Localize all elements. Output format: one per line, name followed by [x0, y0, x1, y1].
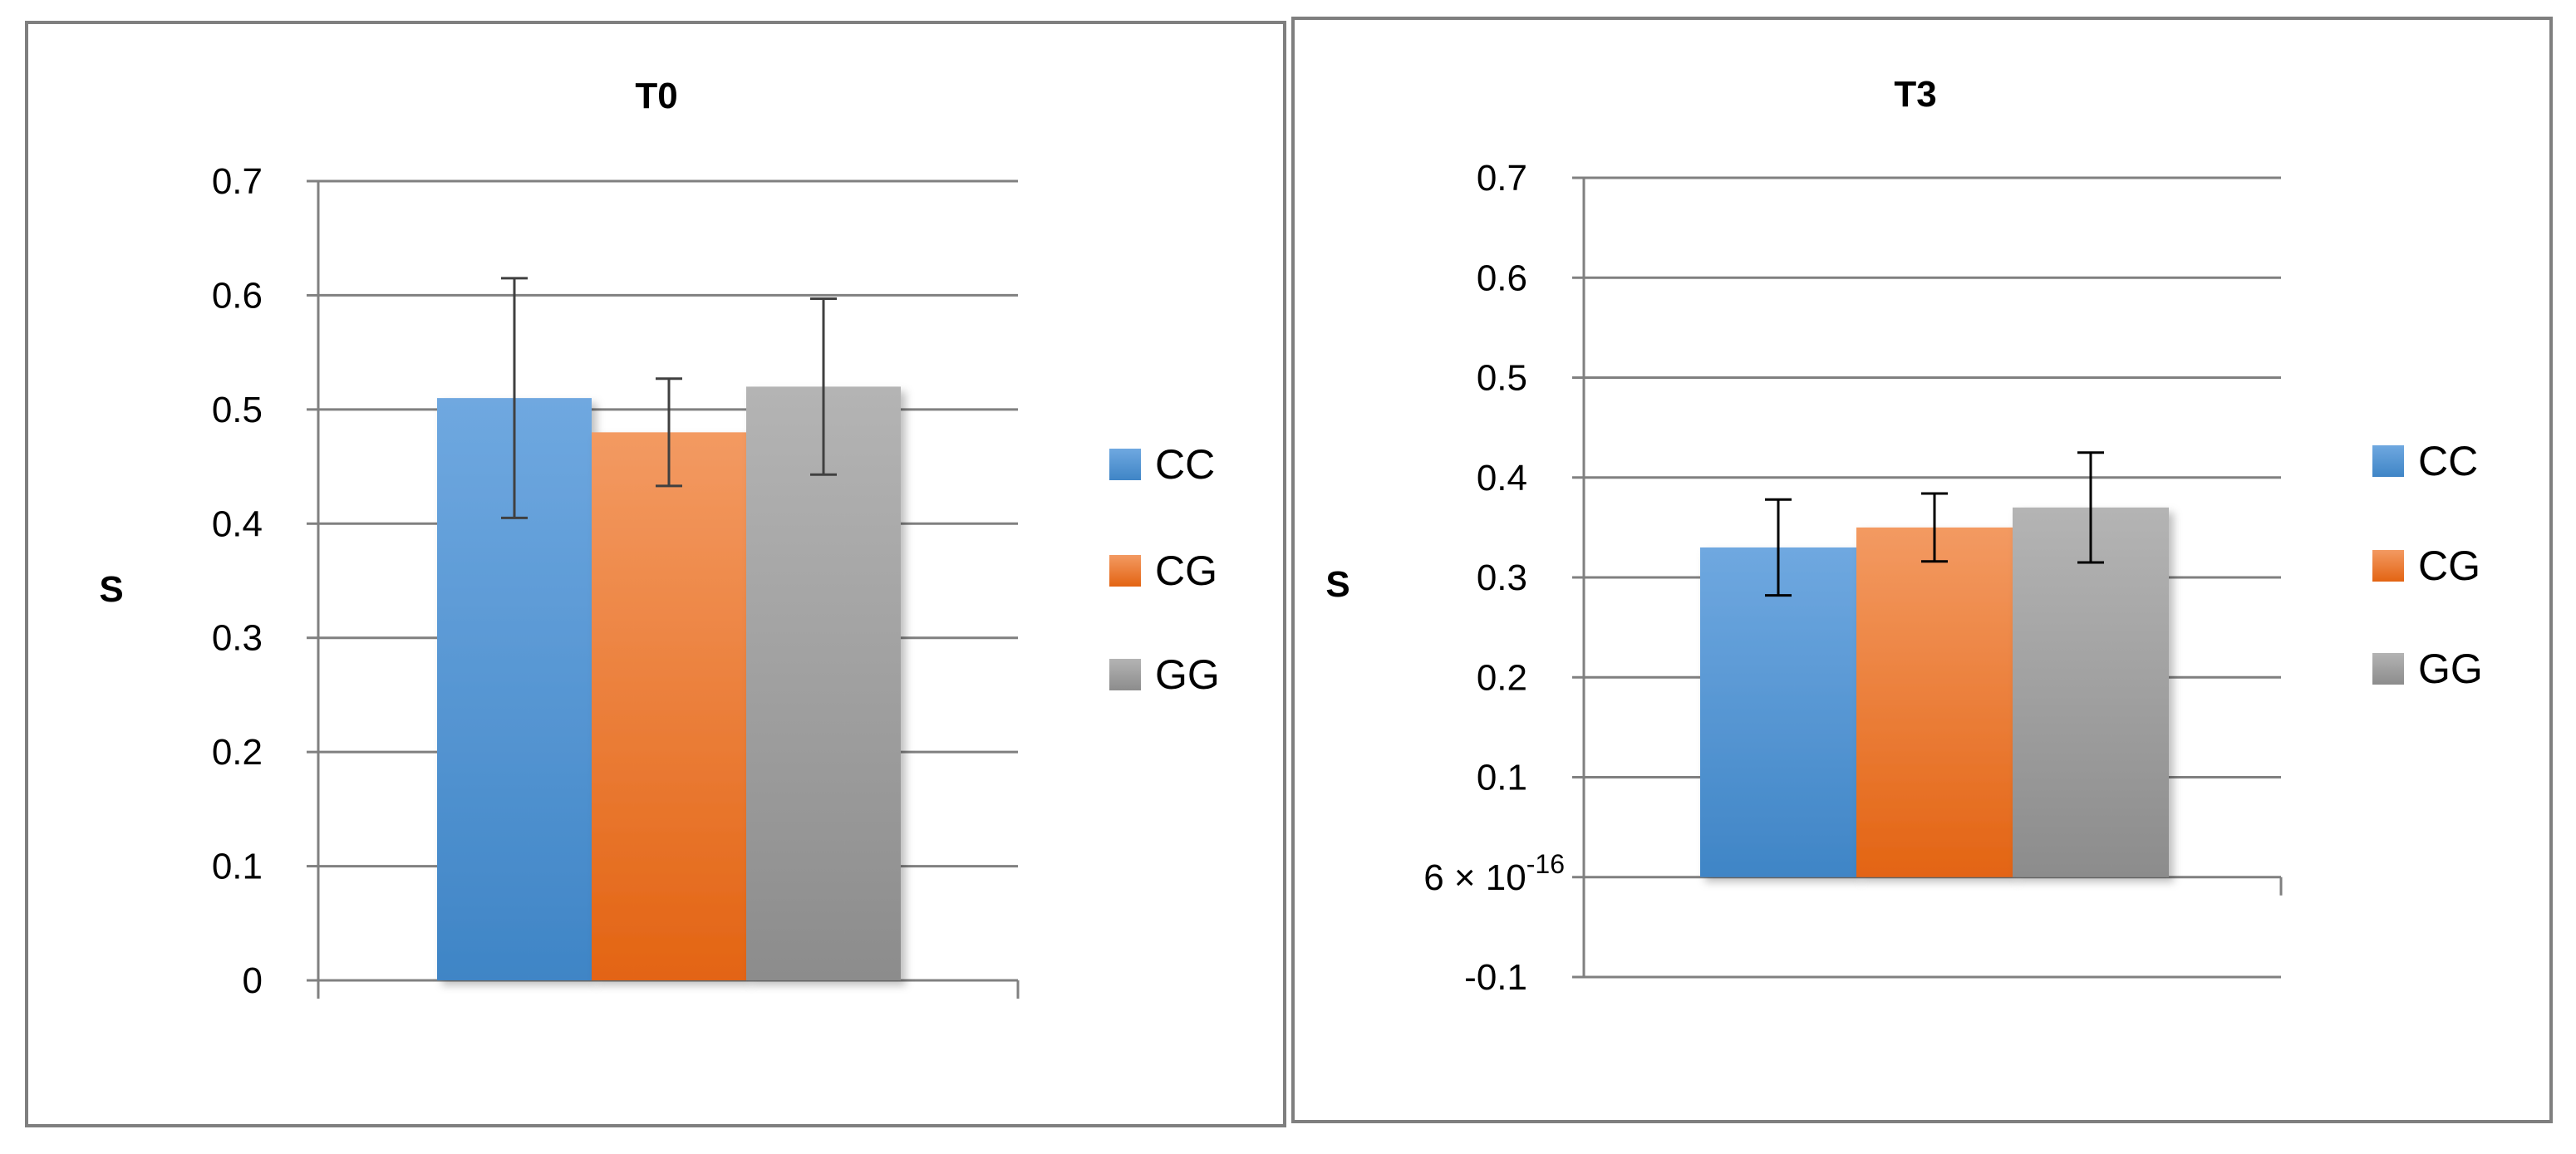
bars: [437, 386, 901, 981]
y-tick-label: 0.1: [1477, 758, 1527, 798]
y-tick-label: 0.2: [212, 732, 263, 773]
legend-swatch-gg: [1109, 659, 1141, 690]
legend-label-cg: CG: [1155, 548, 1217, 594]
legend-swatch-cc: [2372, 445, 2404, 477]
bar-gg: [746, 386, 901, 980]
y-tick-label: 0.1: [212, 847, 263, 887]
legend-swatch-gg: [2372, 653, 2404, 685]
bars: [1700, 507, 2169, 877]
legend: CC CG GG: [2372, 438, 2483, 692]
legend-swatch-cg: [2372, 550, 2404, 582]
error-bars: [501, 277, 837, 519]
legend-label-cc: CC: [2418, 438, 2478, 484]
y-tick-label: 0.6: [212, 275, 263, 316]
legend-label-cc: CC: [1155, 441, 1215, 488]
legend-swatch-cc: [1109, 449, 1141, 480]
y-tick-label: 0.7: [212, 161, 263, 202]
y-tick-label: 0.3: [212, 618, 263, 659]
chart-title: T0: [635, 76, 677, 116]
error-bars: [1765, 451, 2104, 597]
legend: CC CG GG: [1109, 441, 1220, 698]
chart-panel-t0: T0 S 0 0.1 0.2 0.3 0.4 0.5 0.6 0.7 CC CG GG: [25, 21, 1286, 1127]
y-axis-label: S: [1325, 564, 1349, 605]
legend-label-cg: CG: [2418, 543, 2480, 589]
y-tick-label: 0.4: [1477, 458, 1527, 498]
y-tick-label: 0.6: [1477, 258, 1527, 298]
y-tick-label: 0.3: [1477, 557, 1527, 598]
y-tick-label: 0: [243, 960, 263, 1001]
legend-label-gg: GG: [2418, 646, 2483, 692]
y-tick-label: 0.7: [1477, 158, 1527, 199]
chart-title: T3: [1894, 74, 1936, 115]
bar-cc: [1700, 547, 1856, 877]
bar-cg: [592, 432, 746, 980]
y-tick-label: 0.5: [1477, 358, 1527, 399]
chart-panel-t3: T3 S -0.16 × 10-160.10.20.30.40.50.60.7 …: [1291, 17, 2553, 1123]
legend-label-gg: GG: [1155, 651, 1220, 698]
y-tick-label: 0.2: [1477, 657, 1527, 698]
y-tick-label: 0.4: [212, 503, 263, 544]
y-tick-label: 0.5: [212, 390, 263, 430]
y-tick-label: -0.1: [1464, 957, 1527, 998]
bar-cg: [1856, 527, 2013, 877]
y-tick-labels: 0 0.1 0.2 0.3 0.4 0.5 0.6 0.7: [212, 161, 263, 1001]
y-axis-label: S: [99, 569, 123, 610]
legend-swatch-cg: [1109, 555, 1141, 587]
y-tick-exponent: -16: [1526, 849, 1565, 879]
bar-gg: [2013, 507, 2169, 877]
